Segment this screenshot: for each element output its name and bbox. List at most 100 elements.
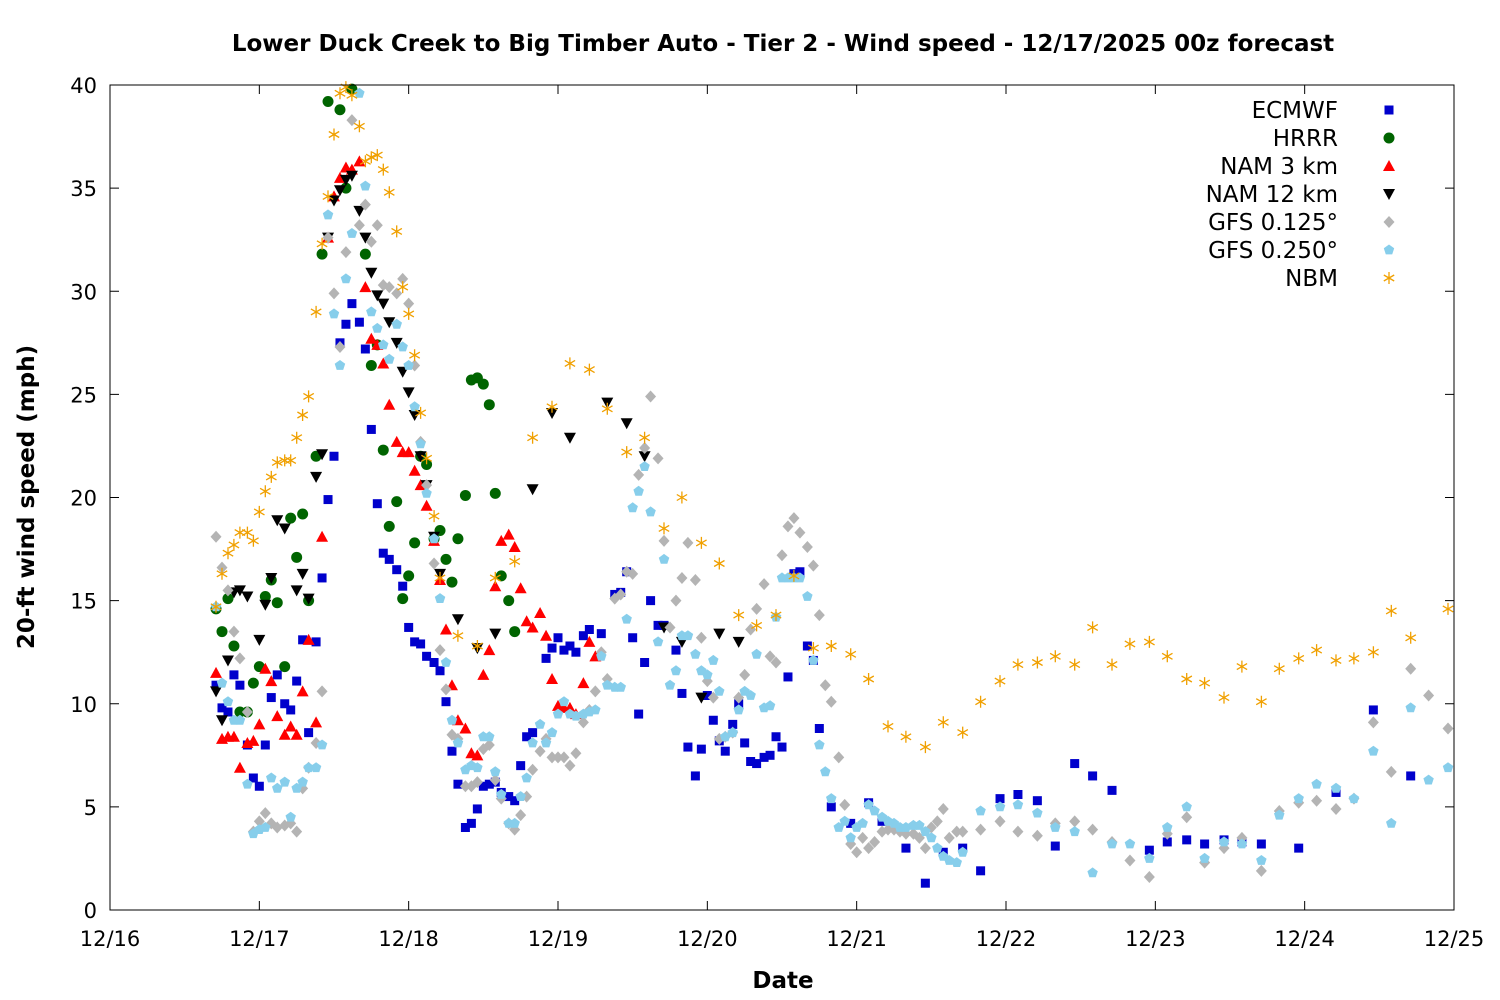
y-tick-label: 10: [70, 693, 97, 717]
nbm-point: [509, 555, 521, 568]
gfs-0-250-point: [266, 772, 277, 783]
nam-3-km-point: [520, 615, 533, 627]
gfs-0-250-point: [633, 485, 644, 496]
gfs-0-125-point: [957, 825, 969, 838]
ecmwf-point: [1050, 841, 1060, 851]
gfs-0-125-point: [1087, 823, 1099, 836]
ecmwf-point: [1256, 839, 1266, 849]
ecmwf-point: [683, 742, 693, 752]
x-tick-label: 12/22: [976, 927, 1037, 951]
nbm-point: [452, 629, 464, 642]
ecmwf-point: [734, 699, 744, 709]
y-tick-label: 20: [70, 487, 97, 511]
gfs-0-250-point: [808, 654, 819, 665]
ecmwf-point: [814, 724, 824, 733]
gfs-0-250-point: [1106, 838, 1118, 849]
series-ecmwf: [211, 299, 1416, 888]
gfs-0-250-point: [1087, 867, 1098, 878]
gfs-0-250-point: [446, 714, 458, 725]
plot-frame: [109, 84, 1455, 911]
gfs-0-125-point: [1031, 829, 1043, 842]
nbm-point: [303, 390, 315, 403]
ecmwf-point: [453, 779, 463, 789]
gfs-0-125-point: [291, 825, 303, 838]
nam-12-km-point: [546, 407, 559, 419]
nbm-point: [1255, 695, 1267, 708]
gfs-0-125-point: [943, 831, 955, 844]
ecmwf-point: [384, 554, 394, 564]
ecmwf-point: [528, 728, 538, 738]
nbm-point: [409, 349, 421, 362]
nam-12-km-point: [713, 628, 726, 640]
gfs-0-250-point: [664, 679, 676, 690]
gfs-0-125-point: [615, 588, 627, 601]
gfs-0-250-point: [751, 648, 762, 659]
nbm-point: [1087, 621, 1099, 634]
nam-12-km-point: [402, 387, 415, 399]
hrrr-point: [446, 576, 458, 588]
gfs-0-125-point: [210, 530, 222, 543]
chart-title: Lower Duck Creek to Big Timber Auto - Ti…: [232, 31, 1334, 57]
gfs-0-125-point: [833, 751, 845, 764]
nbm-point: [421, 452, 433, 465]
ecmwf-point: [1200, 839, 1210, 849]
nbm-point: [863, 673, 875, 685]
nbm-point: [807, 642, 819, 655]
nbm-point: [210, 600, 222, 613]
ecmwf-point: [217, 703, 227, 713]
nam-12-km-point: [353, 205, 366, 217]
plot-area: [210, 81, 1454, 888]
nbm-point: [253, 505, 265, 518]
ecmwf-point: [229, 670, 239, 680]
gfs-0-250-point: [1368, 745, 1379, 756]
gfs-0-250-point: [384, 353, 395, 364]
nbm-point: [365, 151, 377, 164]
ecmwf-point: [472, 804, 482, 814]
nbm-point: [601, 402, 613, 415]
hrrr-point: [403, 570, 415, 582]
gfs-0-250-point: [1311, 778, 1322, 789]
nbm-point: [788, 569, 800, 582]
gfs-0-250-point: [534, 718, 546, 729]
nbm-point: [1311, 644, 1323, 657]
nam-12-km-point: [302, 593, 315, 605]
nbm-point: [770, 609, 782, 622]
ecmwf-point: [765, 750, 775, 760]
nam-12-km-point: [333, 185, 346, 197]
hrrr-point: [291, 551, 303, 563]
nam-3-km-point: [210, 666, 223, 678]
ecmwf-point: [466, 818, 476, 828]
nam-3-km-point: [233, 761, 246, 773]
nam-3-km-point: [577, 677, 590, 689]
gfs-0-250-point: [1144, 852, 1155, 863]
gfs-0-125-point: [695, 631, 707, 644]
gfs-0-250-point: [421, 487, 432, 498]
gfs-0-250-point: [814, 739, 825, 750]
gfs-0-125-point: [951, 825, 963, 838]
gfs-0-250-point: [621, 613, 632, 624]
gfs-0-250-point: [297, 776, 308, 787]
gfs-0-125-point: [216, 561, 228, 574]
gfs-0-125-point: [328, 287, 340, 300]
ecmwf-point: [759, 752, 769, 762]
gfs-0-250-point: [216, 677, 228, 688]
gfs-0-125-point: [937, 802, 949, 815]
nbm-point: [1367, 646, 1379, 659]
gfs-0-125-point: [788, 512, 800, 525]
ecmwf-point: [628, 633, 638, 643]
nam-12-km-point: [233, 585, 246, 597]
legend-marker-nam-3-km: [1383, 160, 1395, 171]
gfs-0-250-point: [515, 791, 526, 801]
nam-12-km-point: [390, 337, 403, 349]
gfs-0-250-point: [1069, 826, 1080, 837]
gfs-0-250-point: [490, 766, 501, 777]
ecmwf-point: [547, 643, 557, 653]
hrrr-point: [459, 489, 471, 501]
gfs-0-125-point: [1181, 811, 1193, 824]
gfs-0-125-point: [365, 235, 377, 248]
nam-3-km-point: [259, 662, 272, 674]
nam-3-km-point: [296, 685, 309, 697]
nbm-point: [527, 431, 539, 444]
gfs-0-125-point: [782, 520, 794, 533]
